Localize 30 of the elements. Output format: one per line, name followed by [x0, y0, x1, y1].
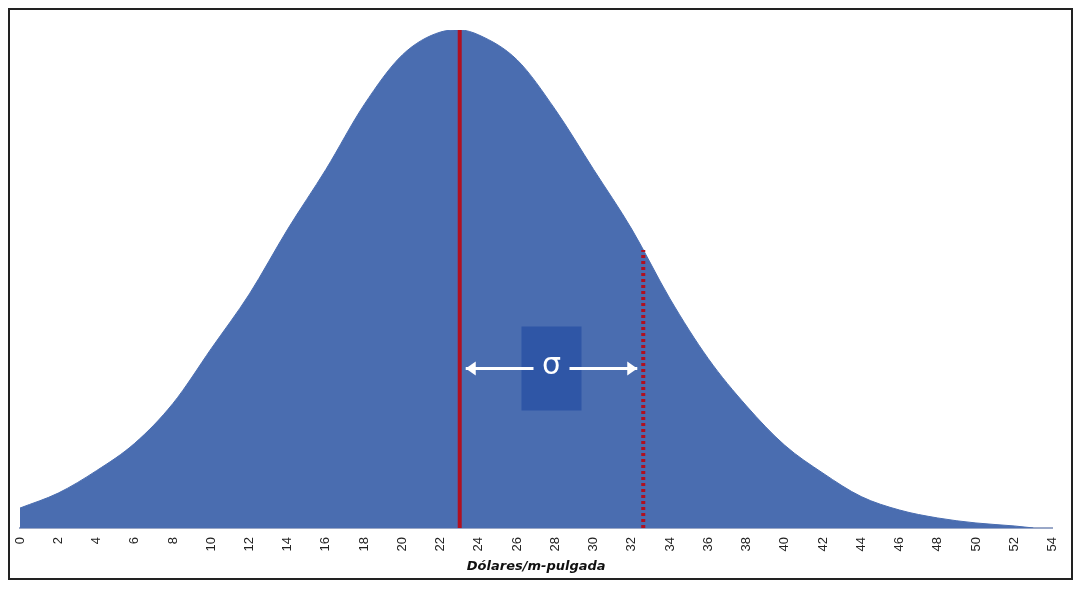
- x-tick-label: 20: [393, 536, 409, 552]
- x-tick-label: 42: [814, 536, 830, 552]
- x-tick-label: 4: [88, 536, 104, 545]
- x-tick-label: 26: [508, 536, 524, 552]
- x-tick-label: 8: [164, 536, 180, 545]
- x-tick-label: 36: [699, 536, 715, 552]
- x-tick-label: 24: [470, 536, 486, 552]
- x-tick-label: 2: [49, 536, 65, 545]
- x-tick-label: 52: [1005, 536, 1021, 552]
- x-tick-label: 50: [967, 536, 983, 552]
- x-tick-label: 12: [241, 536, 256, 552]
- x-tick-label: 32: [623, 536, 639, 552]
- x-tick-label: 28: [546, 536, 562, 552]
- x-tick-label: 10: [202, 536, 218, 552]
- x-tick-label: 18: [355, 536, 371, 552]
- annotation: σ: [541, 346, 561, 382]
- x-tick-label: 34: [661, 536, 677, 552]
- x-tick-label: 14: [279, 536, 295, 552]
- x-tick-label: 22: [432, 536, 448, 552]
- x-tick-label: 40: [776, 536, 792, 552]
- x-tick-label: 0: [11, 536, 27, 545]
- x-tick-label: 48: [929, 536, 945, 552]
- x-axis-title: Dólares/m-pulgada: [466, 557, 606, 573]
- x-tick-label: 16: [317, 536, 333, 552]
- x-tick-label: 46: [891, 536, 907, 552]
- x-tick-label: 38: [738, 536, 754, 552]
- x-tick-label: 54: [1043, 536, 1059, 552]
- x-tick-label: 44: [852, 536, 868, 552]
- x-tick-label: 6: [126, 536, 142, 545]
- x-tick-label: 30: [585, 536, 601, 552]
